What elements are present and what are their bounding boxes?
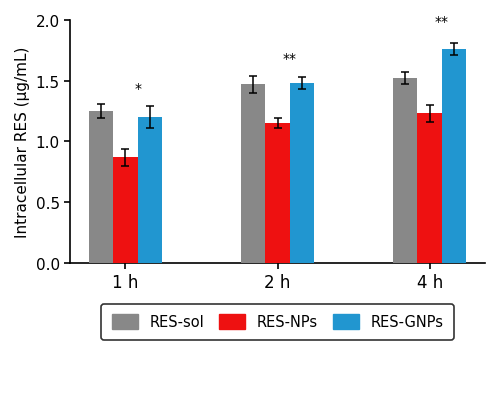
Bar (266, 124, 289, 263)
Bar (418, 114, 442, 263)
Text: **: ** (435, 15, 449, 29)
Y-axis label: Intracellular RES (μg/mL): Intracellular RES (μg/mL) (15, 47, 30, 237)
Bar (114, 158, 138, 263)
Bar (442, 50, 466, 263)
Bar (89, 112, 114, 263)
Legend: RES-sol, RES-NPs, RES-GNPs: RES-sol, RES-NPs, RES-GNPs (102, 304, 454, 340)
Text: *: * (134, 81, 141, 95)
Text: **: ** (282, 52, 296, 66)
Bar (241, 85, 266, 263)
Bar (290, 84, 314, 263)
Bar (393, 79, 417, 263)
Bar (138, 118, 162, 263)
